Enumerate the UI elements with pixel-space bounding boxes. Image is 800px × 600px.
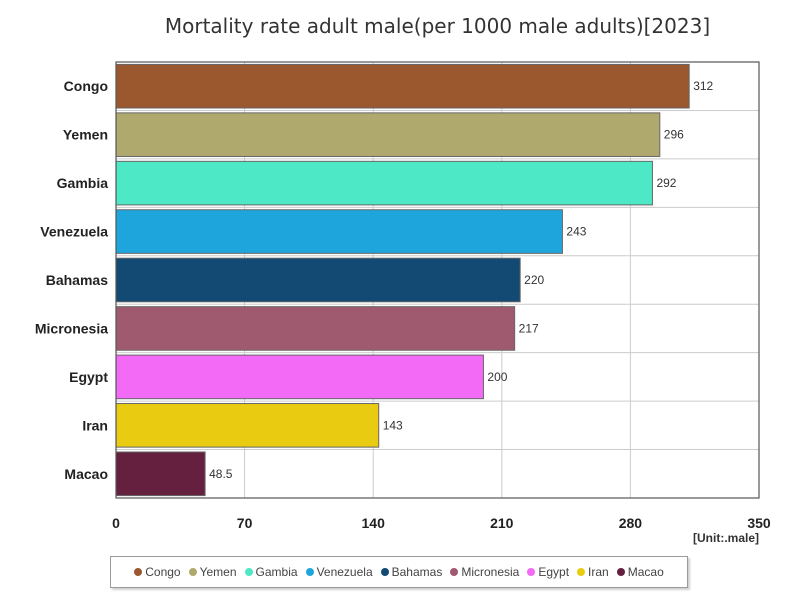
value-labels: 312 296 292 243 220 217 200 143 48.5 [209, 79, 713, 481]
legend-item-gambia: Gambia [244, 565, 298, 579]
legend-marker [244, 568, 253, 576]
category-label: Egypt [69, 369, 108, 385]
legend-label: Yemen [199, 565, 237, 579]
category-labels: Congo Yemen Gambia Venezuela Bahamas Micrones… [35, 78, 108, 482]
value-label: 292 [656, 176, 676, 190]
legend-marker [450, 568, 459, 576]
legend-marker [188, 568, 197, 576]
legend: Congo Yemen Gambia Venezuela Bahamas Micrones… [110, 556, 688, 588]
category-label: Macao [64, 466, 108, 482]
legend-label: Micronesia [461, 565, 520, 579]
category-label: Micronesia [35, 320, 108, 336]
value-label: 220 [524, 273, 544, 287]
bar-yemen [115, 112, 661, 157]
legend-item-iran: Iran [577, 565, 609, 579]
bar-bahamas [115, 257, 521, 303]
legend-label: Macao [627, 565, 664, 579]
category-label: Gambia [57, 175, 109, 191]
category-label: Yemen [63, 127, 108, 143]
legend-item-bahamas: Bahamas [380, 565, 443, 579]
legend-item-yemen: Yemen [188, 565, 237, 579]
bar-venezuela [115, 209, 563, 254]
category-label: Venezuela [40, 224, 108, 240]
legend-item-micronesia: Micronesia [450, 565, 519, 579]
category-label: Bahamas [46, 272, 108, 288]
bars [115, 63, 690, 497]
value-label: 312 [693, 79, 713, 93]
bar-iran [115, 403, 380, 448]
legend-marker [305, 568, 314, 576]
value-label: 243 [566, 225, 586, 239]
legend-label: Egypt [538, 565, 570, 579]
legend-item-venezuela: Venezuela [305, 565, 373, 579]
x-axis-ticks: 0 70 140 210 280 350 [112, 515, 771, 531]
legend-item-macao: Macao [616, 565, 664, 579]
legend-marker [577, 568, 586, 576]
legend-label: Congo [145, 565, 181, 579]
legend-marker [134, 568, 143, 576]
category-label: Iran [82, 417, 108, 433]
value-label: 143 [383, 418, 403, 432]
bar-micronesia [115, 306, 516, 351]
legend-label: Iran [588, 565, 609, 579]
plot-frame [115, 61, 760, 499]
x-tick-label: 280 [619, 515, 643, 531]
unit-label: [Unit:.male] [693, 531, 759, 545]
x-tick-label: 210 [490, 515, 514, 531]
value-label: 296 [664, 128, 684, 142]
value-label: 217 [519, 321, 539, 335]
x-tick-label: 0 [112, 515, 120, 531]
bar-macao [115, 451, 206, 497]
legend-label: Bahamas [391, 565, 443, 579]
x-tick-label: 140 [362, 515, 386, 531]
chart-title: Mortality rate adult male(per 1000 male … [164, 14, 711, 38]
x-tick-label: 350 [747, 515, 771, 531]
legend-label: Gambia [255, 565, 298, 579]
legend-marker [380, 568, 389, 576]
bar-egypt [115, 354, 484, 400]
legend-marker [527, 568, 536, 576]
category-label: Congo [64, 78, 108, 94]
legend-marker [616, 568, 625, 576]
value-label: 200 [487, 370, 507, 384]
legend-label: Venezuela [316, 565, 373, 579]
bar-congo [115, 63, 690, 109]
x-tick-label: 70 [237, 515, 253, 531]
bar-gambia [115, 160, 653, 206]
value-label: 48.5 [209, 467, 233, 481]
legend-item-egypt: Egypt [527, 565, 569, 579]
legend-item-congo: Congo [134, 565, 181, 579]
